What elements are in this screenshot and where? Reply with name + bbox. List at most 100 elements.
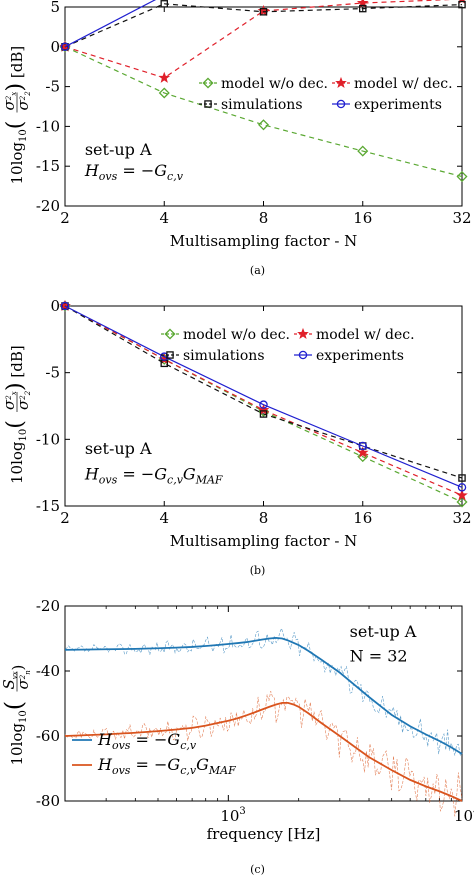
data-point <box>356 446 369 458</box>
y-axis-label-num: σ2x <box>0 92 18 111</box>
y-tick-label: -60 <box>36 727 60 745</box>
series-experiments <box>60 0 157 52</box>
data-point <box>158 87 170 99</box>
chart-panel-c: -20 -40 -60 -80 103 104 Hovs = −Gc,v Hovs = −Gc… <box>0 597 474 876</box>
x-tick-label: 2 <box>60 509 70 527</box>
model-curve <box>64 701 463 802</box>
annotation-n: N = 32 <box>350 646 408 665</box>
y-axis-label-text: 10log10( <box>0 701 29 766</box>
series-line <box>64 305 463 496</box>
legend-label: model w/ dec. <box>354 76 453 92</box>
legend-label: model w/o dec. <box>221 76 328 92</box>
legend-entry: simulations <box>199 97 303 113</box>
y-axis-label-unit: ) [dB] <box>3 345 28 391</box>
legend-marker <box>204 100 212 108</box>
panel-caption: (b) <box>250 564 266 577</box>
y-axis-label-den: σ22 <box>14 390 32 410</box>
data-point <box>358 441 367 451</box>
data-point <box>159 352 169 361</box>
data-point <box>259 400 268 409</box>
y-axis-label-unit: ) [dB] <box>3 46 28 92</box>
panel-caption: (c) <box>250 863 265 876</box>
data-point <box>60 42 70 52</box>
x-tick-label: 32 <box>452 509 471 527</box>
y-axis-label-text: 10log10( <box>3 420 29 484</box>
x-tick-label: 104 <box>454 806 474 825</box>
data-point <box>357 451 369 463</box>
y-tick-label: 0 <box>50 297 60 315</box>
y-axis-label-den: σ22 <box>14 91 32 111</box>
legend-marker <box>336 99 346 109</box>
data-point <box>158 71 171 83</box>
data-point <box>259 410 268 418</box>
series-simulations <box>61 0 466 51</box>
x-tick-label: 32 <box>452 209 471 227</box>
y-tick-label: -80 <box>36 792 60 810</box>
data-point <box>457 483 467 492</box>
data-point <box>456 171 468 183</box>
series-line <box>64 305 463 479</box>
y-tick-label: -10 <box>36 117 60 135</box>
chart-panel-a: 5 0 -5 -10 -15 -202 4 8 16 32 model w/o dec. model … <box>0 0 472 277</box>
legend-label: model w/ dec. <box>316 327 415 343</box>
legend-marker <box>297 327 309 339</box>
y-tick-label: 0 <box>50 38 60 56</box>
series-experiments <box>60 301 467 492</box>
legend-marker <box>335 76 347 88</box>
legend-label: simulations <box>183 348 265 364</box>
y-tick-label: -20 <box>36 197 60 215</box>
legend-entry: simulations <box>161 348 265 364</box>
x-tick-label: 16 <box>353 509 372 527</box>
series-line <box>64 0 157 48</box>
measured-trace <box>64 690 463 817</box>
x-tick-label: 2 <box>60 209 70 227</box>
series-hovs-gcv <box>64 627 463 757</box>
y-tick-label: -10 <box>36 430 60 448</box>
y-tick-label: -5 <box>45 364 60 382</box>
data-point <box>259 8 268 16</box>
legend-label: experiments <box>354 97 442 113</box>
x-axis-label: frequency [Hz] <box>207 825 321 843</box>
y-axis-label-num: σ2x <box>0 391 18 410</box>
legend-entry: experiments <box>332 97 442 113</box>
data-point <box>456 489 468 501</box>
data-point <box>358 4 367 13</box>
x-tick-label: 8 <box>259 509 269 527</box>
annotation-setup: set-up A <box>85 439 152 458</box>
data-point <box>456 496 468 508</box>
x-axis-label: Multisampling factor - N <box>170 232 358 250</box>
legend-marker <box>166 351 174 359</box>
data-point <box>257 119 270 131</box>
y-tick-label: -40 <box>36 662 60 680</box>
y-tick-label: -20 <box>36 597 60 615</box>
legend-entry: model w/o dec. <box>161 327 290 343</box>
y-tick-label: -5 <box>45 78 60 96</box>
data-point <box>357 145 369 157</box>
legend-entry: model w/o dec. <box>199 76 328 92</box>
annotation-hovs: Hovs = −Gc,vGMAF <box>84 464 223 486</box>
legend-label: experiments <box>316 348 404 364</box>
data-point <box>458 474 466 482</box>
legend-marker <box>202 77 214 89</box>
y-tick-label: -15 <box>36 497 60 515</box>
annotation-hovs: Hovs = −Gc,v <box>84 161 184 183</box>
annotation-setup: set-up A <box>350 622 417 641</box>
y-axis-label-close: ) <box>9 665 27 671</box>
x-tick-label: 4 <box>159 509 169 527</box>
data-point <box>257 403 270 415</box>
legend-entry: model w/ dec. <box>294 327 415 343</box>
x-tick-label: 103 <box>220 806 245 825</box>
legend-label: Hovs = −Gc,v <box>97 730 197 752</box>
model-curve <box>64 636 463 755</box>
legend-entry: model w/ dec. <box>332 76 453 92</box>
series-line <box>64 305 463 488</box>
series-hovs-gcv-gmaf <box>64 690 463 817</box>
legend-marker <box>298 350 308 360</box>
x-tick-label: 8 <box>259 209 269 227</box>
y-tick-label: -15 <box>36 157 60 175</box>
legend-label: simulations <box>221 97 303 113</box>
chart-panel-b: 0 -5 -10 -152 4 8 16 32 model w/o dec. model w/ d… <box>0 297 472 577</box>
